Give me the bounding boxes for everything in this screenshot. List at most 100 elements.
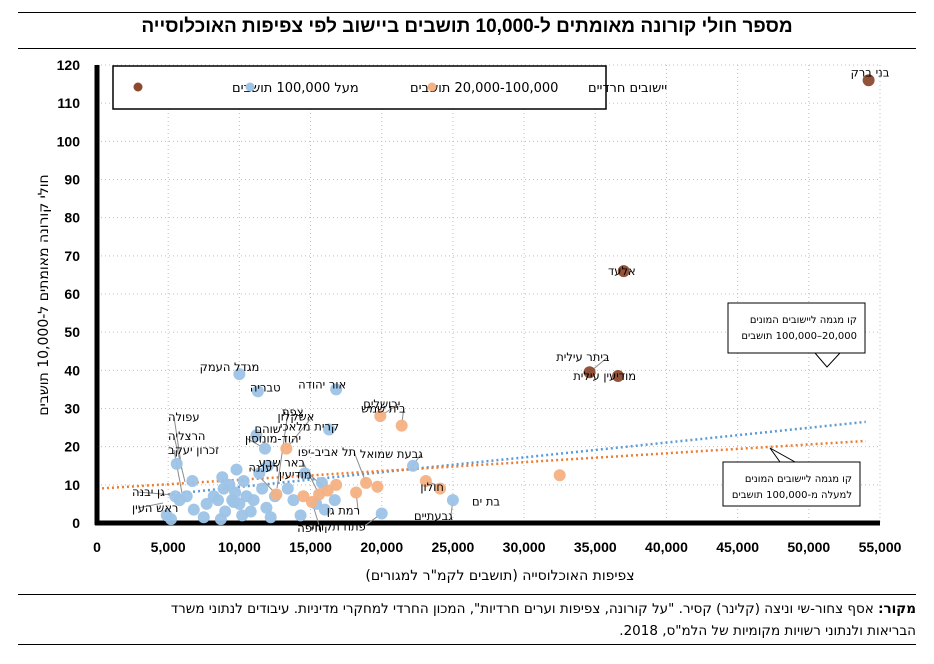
y-tick-label: 120 bbox=[57, 57, 81, 73]
legend-label: יישובים חרדיים bbox=[588, 81, 667, 96]
data-point bbox=[350, 486, 363, 499]
legend-marker bbox=[427, 82, 437, 92]
y-tick-label: 40 bbox=[64, 362, 80, 378]
data-point bbox=[298, 467, 311, 480]
data-point bbox=[294, 509, 307, 522]
y-tick-label: 30 bbox=[64, 401, 80, 417]
point-label: אור יהודה bbox=[298, 377, 346, 391]
y-tick-label: 100 bbox=[57, 133, 81, 149]
data-point bbox=[360, 476, 373, 489]
point-label: זכרון יעקב bbox=[168, 443, 219, 457]
point-label: חולון bbox=[420, 480, 443, 494]
point-label: גבעתיים bbox=[414, 509, 453, 523]
source-note: מקור: אסף צחור-שי וניצה (קלינר) קסיר. "ע… bbox=[18, 598, 916, 642]
trendline-0 bbox=[168, 420, 866, 496]
source-text-2: הבריאות ולנתוני רשויות מקומיות של הלמ"ס,… bbox=[619, 623, 916, 639]
label-leader bbox=[137, 502, 164, 509]
callout-box bbox=[722, 461, 861, 507]
chart-title: מספר חולי קורונה מאומתים ל-10,000 תושבים… bbox=[141, 16, 793, 37]
legend-label: 20,000-100,000 תושבים bbox=[410, 81, 558, 96]
data-point bbox=[170, 457, 183, 470]
data-point bbox=[270, 488, 283, 501]
y-tick-label: 70 bbox=[64, 248, 80, 264]
data-point bbox=[297, 490, 310, 503]
y-tick-label: 60 bbox=[64, 286, 80, 302]
data-point bbox=[371, 480, 384, 493]
data-point bbox=[247, 494, 260, 507]
data-point bbox=[264, 511, 277, 524]
point-label: מגדל העמק bbox=[200, 360, 260, 374]
point-label: בת ים bbox=[472, 495, 500, 509]
data-point bbox=[330, 478, 343, 491]
point-label: בית שמש bbox=[361, 402, 406, 416]
point-label: באר שבע bbox=[259, 455, 306, 469]
data-point bbox=[305, 496, 318, 509]
x-tick-label: 0 bbox=[93, 539, 101, 555]
point-label: עפולה bbox=[168, 410, 200, 424]
data-point bbox=[237, 475, 250, 488]
source-rule bbox=[18, 594, 916, 595]
point-label: קרית מלאכי bbox=[280, 419, 339, 433]
trendline-1 bbox=[96, 439, 866, 490]
data-point bbox=[287, 494, 300, 507]
y-tick-label: 80 bbox=[64, 210, 80, 226]
trendlines bbox=[96, 420, 866, 496]
legend-box bbox=[112, 65, 607, 110]
x-tick-label: 35,000 bbox=[574, 539, 617, 555]
legend: יישובים חרדיים 20,000-100,000 תושבים מעל 1… bbox=[112, 65, 667, 110]
tick-labels: 0 10 20 30 40 50 60 70 80 90 100 110 120 0 5,000 10,000… bbox=[57, 57, 902, 555]
point-label: ביתר עילית bbox=[556, 350, 610, 364]
data-points bbox=[160, 74, 875, 526]
data-point bbox=[253, 467, 266, 480]
point-label: ירושלים bbox=[363, 397, 400, 411]
grid bbox=[97, 64, 881, 523]
data-point bbox=[233, 368, 246, 381]
data-point bbox=[617, 265, 630, 278]
x-tick-label: 50,000 bbox=[787, 539, 830, 555]
point-label: רמת גן bbox=[327, 503, 360, 517]
data-point bbox=[227, 496, 240, 509]
label-leader bbox=[137, 491, 175, 496]
data-point bbox=[862, 74, 875, 87]
x-tick-label: 55,000 bbox=[859, 539, 902, 555]
point-label: מודיעין bbox=[279, 468, 312, 482]
callout-text: למעלה מ-100,000 תושבים bbox=[732, 490, 852, 501]
x-tick-label: 15,000 bbox=[289, 539, 332, 555]
data-point bbox=[553, 469, 566, 482]
data-point bbox=[446, 494, 459, 507]
callout-text: קו מגמה ליישובים המונים bbox=[750, 315, 857, 326]
legend-marker bbox=[245, 82, 255, 92]
point-label: פתח תקווה bbox=[310, 519, 365, 533]
legend-label: מעל 100,000 תושבים bbox=[232, 81, 359, 96]
callout-tail bbox=[769, 447, 797, 463]
title-underline bbox=[18, 48, 916, 49]
point-label: ראש העין bbox=[132, 501, 178, 515]
x-tick-label: 20,000 bbox=[360, 539, 403, 555]
callout-box bbox=[727, 302, 866, 354]
data-point bbox=[612, 370, 625, 383]
data-point bbox=[375, 507, 388, 520]
data-point bbox=[280, 442, 293, 455]
x-tick-label: 25,000 bbox=[431, 539, 474, 555]
callout-text: 20,000–100,000 תושבים bbox=[741, 331, 857, 342]
point-labels: בני ברק אלעד ביתר עילית מודיעין עילית מגדל ה… bbox=[132, 65, 890, 535]
point-label: אלעד bbox=[608, 264, 636, 278]
point-label: הרצליה bbox=[168, 429, 205, 443]
data-point bbox=[186, 475, 199, 488]
data-point bbox=[260, 501, 273, 514]
label-leader bbox=[285, 416, 313, 449]
y-tick-label: 20 bbox=[64, 439, 80, 455]
data-point bbox=[212, 494, 225, 507]
data-point bbox=[200, 497, 213, 510]
source-label: מקור: bbox=[878, 601, 916, 617]
data-point bbox=[583, 366, 596, 379]
point-label: בני ברק bbox=[851, 65, 890, 79]
data-point bbox=[328, 494, 341, 507]
point-label: מודיעין עילית bbox=[573, 369, 636, 383]
y-tick-label: 90 bbox=[64, 172, 80, 188]
point-label: חיפה bbox=[297, 521, 322, 535]
data-point bbox=[261, 459, 274, 472]
y-axis-label: חולי קורונה מאומתים ל-10,000 תושבים bbox=[36, 174, 52, 415]
x-tick-label: 5,000 bbox=[151, 539, 186, 555]
legend-marker bbox=[133, 82, 143, 92]
